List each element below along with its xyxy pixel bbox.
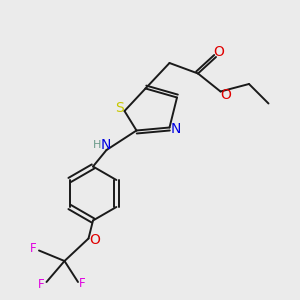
Text: O: O bbox=[220, 88, 231, 102]
Text: O: O bbox=[214, 45, 224, 59]
Text: N: N bbox=[171, 122, 181, 136]
Text: F: F bbox=[79, 277, 86, 290]
Text: O: O bbox=[90, 233, 101, 247]
Text: S: S bbox=[115, 101, 124, 115]
Text: F: F bbox=[38, 278, 44, 292]
Text: F: F bbox=[30, 242, 37, 256]
Text: H: H bbox=[93, 140, 102, 150]
Text: N: N bbox=[101, 138, 111, 152]
